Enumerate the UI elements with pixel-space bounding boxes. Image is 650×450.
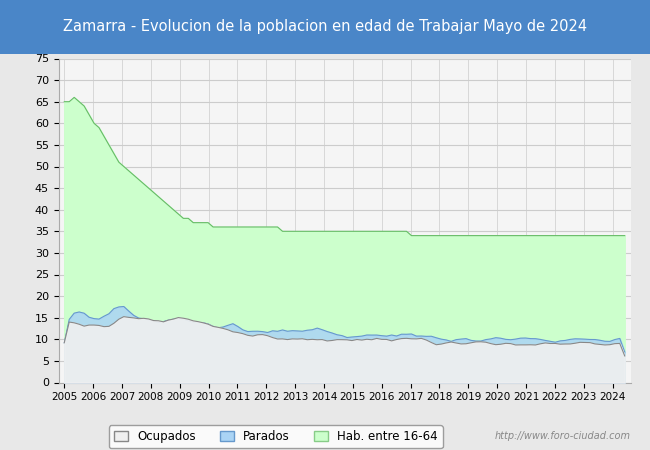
Text: Zamarra - Evolucion de la poblacion en edad de Trabajar Mayo de 2024: Zamarra - Evolucion de la poblacion en e… xyxy=(63,19,587,35)
Legend: Ocupados, Parados, Hab. entre 16-64: Ocupados, Parados, Hab. entre 16-64 xyxy=(109,425,443,448)
Text: http://www.foro-ciudad.com: http://www.foro-ciudad.com xyxy=(495,431,630,441)
